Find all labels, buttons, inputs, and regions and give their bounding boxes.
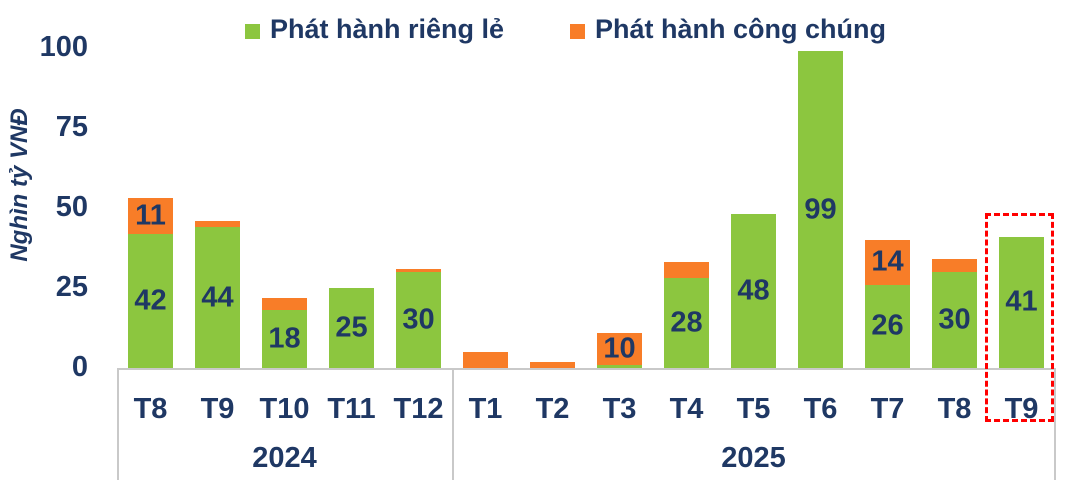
bar-segment-orange bbox=[932, 259, 977, 272]
x-tick-label: T5 bbox=[736, 393, 771, 425]
y-tick-label: 25 bbox=[55, 270, 88, 303]
x-tick-label: T4 bbox=[669, 393, 704, 425]
bar-value-label: 30 bbox=[402, 303, 435, 336]
year-label: 2024 bbox=[252, 442, 317, 474]
bar-segment-green bbox=[128, 233, 173, 368]
bar-value-label: 42 bbox=[134, 284, 167, 317]
bar-segment-orange bbox=[463, 352, 508, 368]
bar-value-label: 26 bbox=[871, 309, 904, 342]
axis-divider-right bbox=[1054, 368, 1056, 480]
bar-value-label: 18 bbox=[268, 322, 301, 355]
bar-segment-orange bbox=[530, 361, 575, 368]
bar-value-label: 44 bbox=[201, 281, 234, 314]
bar-segment-orange bbox=[396, 268, 441, 272]
x-axis-line bbox=[117, 368, 1055, 370]
y-tick-label: 100 bbox=[39, 30, 88, 63]
bar-value-label: 28 bbox=[670, 306, 703, 339]
legend-item-private-placement: Phát hành riêng lẻ bbox=[245, 14, 504, 45]
bar-segment-green bbox=[262, 310, 307, 368]
x-tick-label: T3 bbox=[602, 393, 637, 425]
axis-divider-year bbox=[452, 368, 454, 480]
axis-divider-left bbox=[117, 368, 119, 480]
x-tick-label: T6 bbox=[803, 393, 838, 425]
x-tick-label: T7 bbox=[870, 393, 905, 425]
x-tick-label: T10 bbox=[259, 393, 310, 425]
x-tick-label: T12 bbox=[393, 393, 444, 425]
bar-value-label: 30 bbox=[938, 303, 971, 336]
bar-segment-orange bbox=[128, 198, 173, 234]
year-label: 2025 bbox=[721, 442, 786, 474]
bar-value-label: 41 bbox=[1005, 285, 1038, 318]
legend-label: Phát hành riêng lẻ bbox=[270, 14, 505, 44]
bar-value-label: 48 bbox=[737, 274, 770, 307]
legend-swatch-orange bbox=[570, 23, 585, 39]
legend-swatch-green bbox=[245, 23, 260, 39]
y-tick-label: 50 bbox=[55, 190, 88, 223]
x-tick-label: T8 bbox=[133, 393, 168, 425]
bar-segment-green bbox=[999, 236, 1044, 368]
bar-segment-green bbox=[865, 284, 910, 368]
x-tick-label: T2 bbox=[535, 393, 570, 425]
y-tick-label: 75 bbox=[55, 110, 88, 143]
bar-segment-green bbox=[798, 51, 843, 368]
bar-segment-orange bbox=[195, 220, 240, 228]
bar-segment-orange bbox=[664, 262, 709, 279]
bar-segment-green bbox=[396, 272, 441, 368]
bar-value-label: 25 bbox=[335, 311, 368, 344]
bar-value-label: 14 bbox=[871, 245, 904, 278]
bar-segment-orange bbox=[865, 240, 910, 285]
bar-segment-green bbox=[195, 227, 240, 368]
x-tick-label: T8 bbox=[937, 393, 972, 425]
bar-segment-orange bbox=[597, 332, 642, 365]
bar-segment-green bbox=[932, 272, 977, 368]
x-tick-label: T11 bbox=[327, 393, 376, 425]
bar-segment-green bbox=[731, 214, 776, 368]
legend-label: Phát hành công chúng bbox=[595, 14, 886, 44]
x-tick-label: T1 bbox=[468, 393, 503, 425]
x-tick-label: T9 bbox=[200, 393, 235, 425]
bar-value-label: 10 bbox=[603, 332, 636, 365]
bar-value-label: 99 bbox=[804, 193, 837, 226]
bar-segment-green bbox=[597, 364, 642, 368]
bar-value-label: 11 bbox=[135, 199, 166, 232]
legend-item-public-offering: Phát hành công chúng bbox=[570, 14, 886, 45]
highlight-box bbox=[985, 212, 1054, 422]
y-tick-label: 0 bbox=[71, 350, 88, 383]
bar-segment-green bbox=[329, 288, 374, 368]
bar-segment-orange bbox=[262, 297, 307, 311]
bar-segment-green bbox=[664, 278, 709, 368]
